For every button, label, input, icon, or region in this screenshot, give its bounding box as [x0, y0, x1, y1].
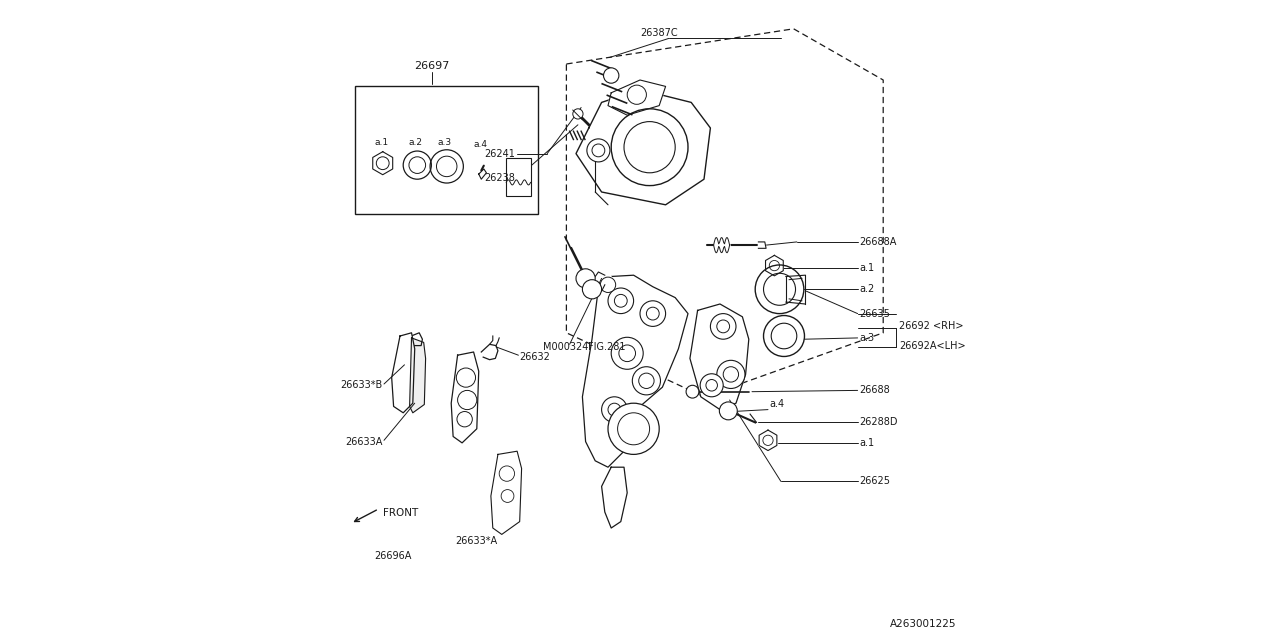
Text: 26633*B: 26633*B	[340, 380, 383, 390]
Text: 26692A<LH>: 26692A<LH>	[900, 340, 966, 351]
Polygon shape	[392, 333, 415, 413]
Text: M000324: M000324	[543, 342, 588, 352]
Text: 26632: 26632	[520, 352, 550, 362]
Polygon shape	[765, 255, 783, 276]
Circle shape	[573, 109, 584, 119]
Text: 26633A: 26633A	[346, 436, 383, 447]
Circle shape	[710, 314, 736, 339]
Circle shape	[608, 403, 659, 454]
Text: a.3: a.3	[859, 333, 874, 343]
Text: a.1: a.1	[374, 138, 389, 147]
Circle shape	[457, 412, 472, 427]
Text: a.3: a.3	[438, 138, 452, 147]
Polygon shape	[690, 304, 749, 410]
Polygon shape	[452, 352, 479, 443]
Text: 26238: 26238	[484, 173, 516, 183]
Circle shape	[457, 368, 476, 387]
Text: a.4: a.4	[474, 140, 488, 148]
Polygon shape	[759, 242, 765, 248]
Text: FRONT: FRONT	[383, 508, 419, 518]
Circle shape	[602, 397, 627, 422]
Circle shape	[632, 367, 660, 395]
Circle shape	[499, 466, 515, 481]
Text: 26633*A: 26633*A	[456, 536, 498, 546]
Circle shape	[604, 68, 620, 83]
Text: 26288D: 26288D	[859, 417, 897, 428]
Circle shape	[686, 385, 699, 398]
Circle shape	[627, 85, 646, 104]
Polygon shape	[599, 276, 612, 294]
Polygon shape	[492, 451, 522, 534]
Polygon shape	[410, 338, 425, 413]
Circle shape	[502, 490, 513, 502]
Text: 26692 <RH>: 26692 <RH>	[900, 321, 964, 332]
Text: 26696A: 26696A	[374, 550, 412, 561]
Bar	[356, 86, 538, 214]
Polygon shape	[582, 275, 689, 467]
Circle shape	[719, 402, 737, 420]
Bar	[506, 158, 531, 196]
Circle shape	[600, 277, 616, 292]
Polygon shape	[576, 90, 710, 205]
Circle shape	[582, 280, 602, 299]
Text: a.4: a.4	[769, 399, 785, 410]
Text: A263001225: A263001225	[891, 619, 957, 629]
Text: 26697: 26697	[415, 61, 449, 71]
Circle shape	[458, 390, 477, 410]
Circle shape	[700, 374, 723, 397]
Text: a.1: a.1	[859, 262, 874, 273]
Text: a.2: a.2	[408, 138, 422, 147]
Circle shape	[576, 269, 595, 288]
Circle shape	[612, 337, 644, 369]
Circle shape	[608, 288, 634, 314]
Text: 26688: 26688	[859, 385, 890, 396]
Text: 26688A: 26688A	[859, 237, 896, 247]
Circle shape	[586, 139, 609, 162]
Text: FIG.281: FIG.281	[588, 342, 625, 352]
Text: 26625: 26625	[859, 476, 890, 486]
Text: a.1: a.1	[859, 438, 874, 448]
Polygon shape	[608, 80, 666, 115]
Circle shape	[640, 301, 666, 326]
Circle shape	[717, 360, 745, 388]
Polygon shape	[759, 430, 777, 451]
Polygon shape	[372, 152, 393, 175]
Text: 26635: 26635	[859, 308, 890, 319]
Text: 26387C: 26387C	[640, 28, 677, 38]
Text: a.2: a.2	[859, 284, 874, 294]
Circle shape	[612, 109, 689, 186]
Text: 26241: 26241	[484, 148, 516, 159]
Polygon shape	[602, 467, 627, 528]
